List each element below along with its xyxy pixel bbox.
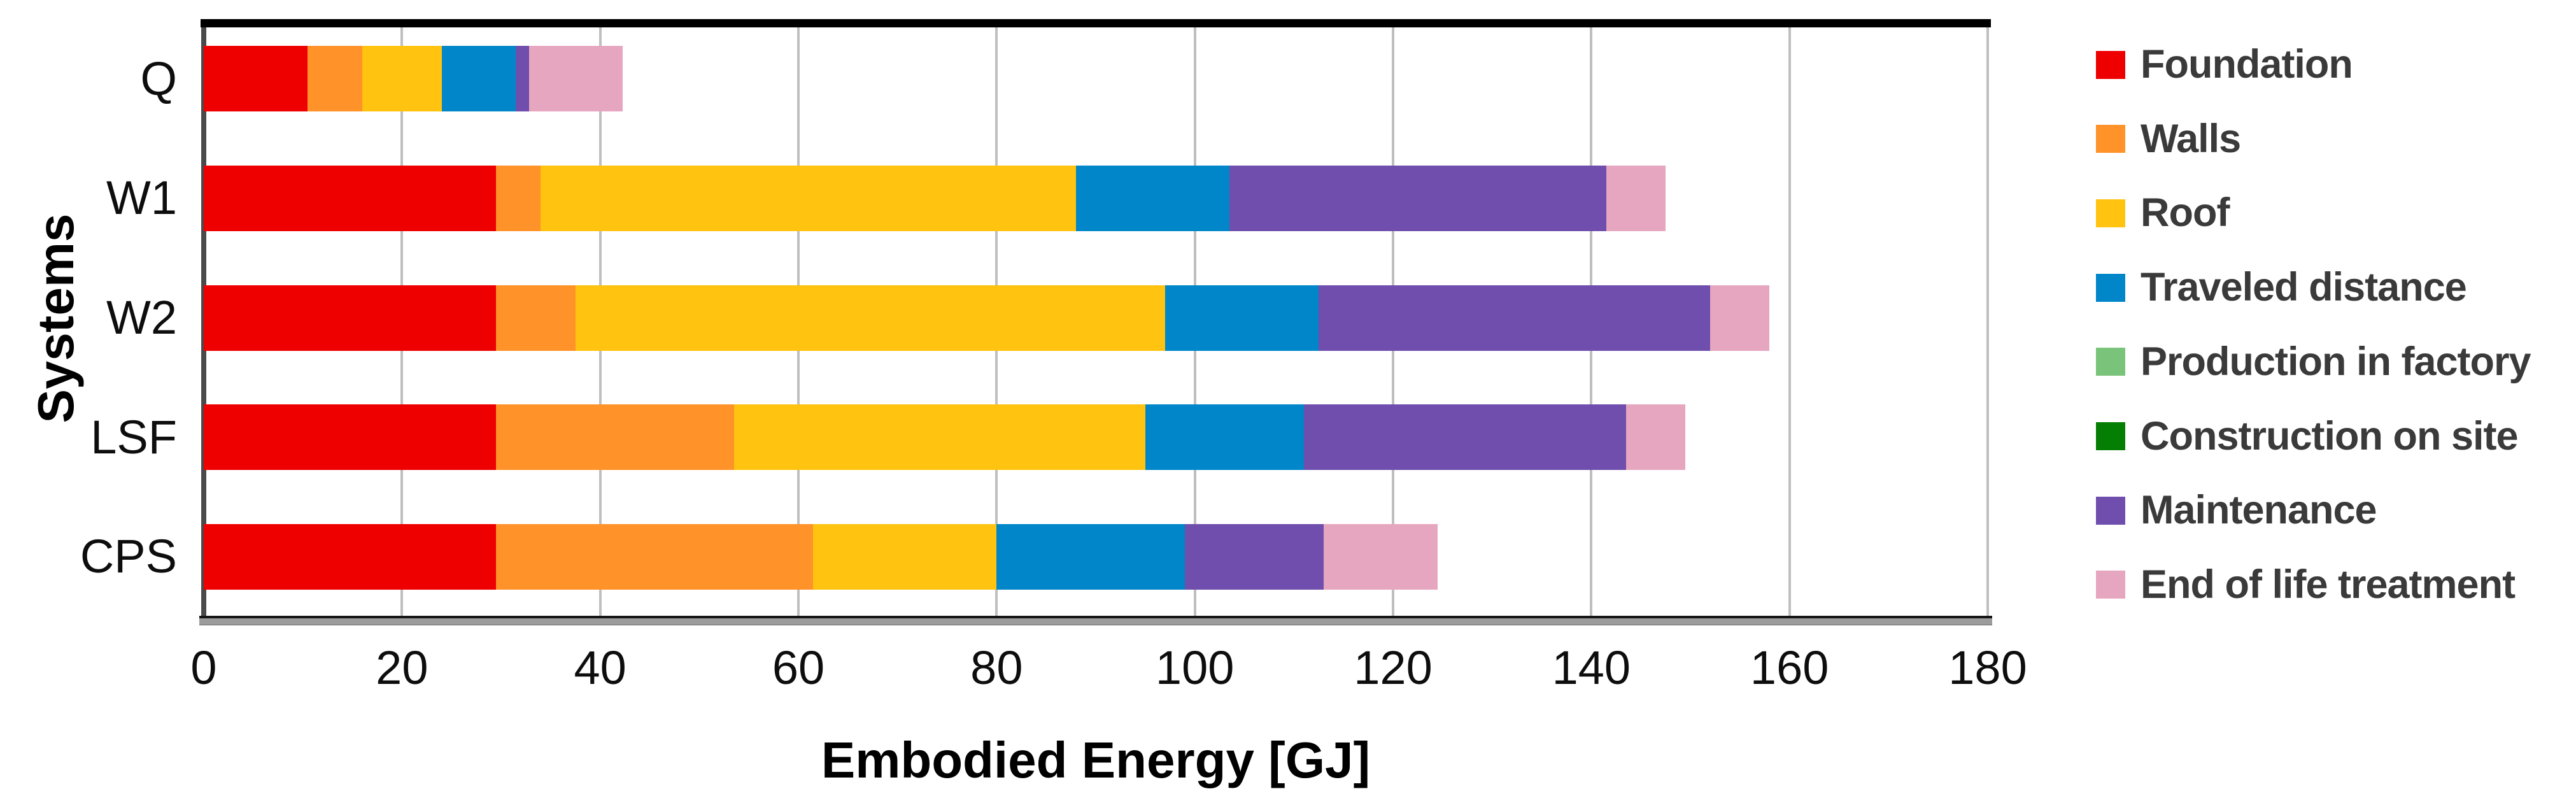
legend-swatch (2096, 199, 2125, 227)
bar-segment-maintenance (1185, 523, 1324, 590)
legend-swatch (2096, 50, 2125, 79)
bar-segment-end-of-life-treatment (1323, 523, 1438, 590)
bar-segment-end-of-life-treatment (1710, 285, 1770, 351)
bar-segment-roof (733, 404, 1145, 471)
bar-segment-end-of-life-treatment (1606, 165, 1666, 231)
bar-row-w2 (204, 285, 1770, 351)
legend-item-traveled-distance: Traveled distance (2096, 267, 2576, 308)
bar-segment-maintenance (1229, 165, 1606, 231)
x-axis-line (199, 616, 1992, 625)
bar-segment-traveled-distance (1075, 165, 1230, 231)
bar-row-cps (204, 523, 1438, 590)
legend-swatch (2096, 496, 2125, 525)
category-axis: Q W1 W2 LSF CPS (0, 19, 177, 616)
legend-label: Production in factory (2141, 339, 2531, 384)
legend-swatch (2096, 348, 2125, 376)
legend-swatch (2096, 273, 2125, 302)
legend-label: Construction on site (2141, 413, 2518, 458)
legend-label: Traveled distance (2141, 265, 2467, 310)
x-tick-label: 140 (1552, 641, 1631, 694)
legend-item-roof: Roof (2096, 193, 2576, 233)
bar-segment-traveled-distance (441, 46, 516, 112)
bar-segment-foundation (204, 165, 497, 231)
legend-item-production-in-factory: Production in factory (2096, 339, 2576, 384)
legend-item-construction-on-site: Construction on site (2096, 416, 2576, 457)
x-tick-label: 180 (1948, 641, 2027, 694)
legend-label: Foundation (2141, 42, 2353, 87)
x-tick-label: 60 (772, 641, 825, 694)
gridline (1788, 25, 1791, 616)
bar-segment-traveled-distance (996, 523, 1185, 590)
bar-row-lsf (204, 404, 1686, 471)
category-label-cps: CPS (80, 530, 177, 583)
bar-segment-end-of-life-treatment (1625, 404, 1686, 471)
legend-label: End of life treatment (2141, 562, 2516, 607)
legend-swatch (2096, 571, 2125, 599)
category-label-w1: W1 (106, 171, 177, 225)
bar-row-w1 (204, 165, 1666, 231)
plot-area (199, 19, 1992, 625)
x-tick-label: 80 (970, 641, 1023, 694)
bar-row-q (204, 46, 623, 112)
bar-segment-walls (308, 46, 363, 112)
x-tick-label: 100 (1155, 641, 1235, 694)
bar-segment-foundation (204, 285, 497, 351)
legend-label: Walls (2141, 116, 2241, 161)
gridline (1986, 25, 1989, 616)
category-label-w2: W2 (106, 291, 177, 344)
bar-segment-traveled-distance (1164, 285, 1319, 351)
bar-segment-maintenance (1303, 404, 1626, 471)
legend-label: Roof (2141, 190, 2230, 236)
bar-segment-foundation (204, 404, 497, 471)
bar-segment-walls (496, 523, 814, 590)
x-tick-label: 20 (376, 641, 428, 694)
bar-segment-walls (496, 165, 541, 231)
bar-segment-walls (496, 404, 734, 471)
bar-segment-end-of-life-treatment (528, 46, 623, 112)
legend: Foundation Walls Roof Traveled distance Prod… (2096, 45, 2576, 605)
legend-swatch (2096, 125, 2125, 153)
x-axis-title: Embodied Energy [GJ] (821, 732, 1371, 788)
legend-item-foundation: Foundation (2096, 45, 2576, 85)
bar-segment-roof (575, 285, 1165, 351)
bar-segment-roof (813, 523, 997, 590)
bars-container (204, 19, 1988, 616)
bar-segment-maintenance (1319, 285, 1711, 351)
bar-segment-roof (362, 46, 442, 112)
category-label-lsf: LSF (90, 410, 177, 464)
bar-segment-foundation (204, 523, 497, 590)
legend-item-maintenance: Maintenance (2096, 490, 2576, 530)
bar-segment-roof (541, 165, 1076, 231)
legend-item-walls: Walls (2096, 116, 2576, 161)
bar-segment-foundation (204, 46, 308, 112)
bar-segment-traveled-distance (1145, 404, 1304, 471)
x-tick-label: 160 (1750, 641, 1829, 694)
legend-item-end-of-life-treatment: End of life treatment (2096, 562, 2576, 607)
x-axis-tick-labels: 0 20 40 60 80 100 120 140 160 180 (190, 641, 2027, 702)
bar-segment-maintenance (516, 46, 529, 112)
x-tick-label: 40 (574, 641, 626, 694)
x-tick-label: 120 (1354, 641, 1433, 694)
legend-label: Maintenance (2141, 488, 2377, 533)
legend-swatch (2096, 422, 2125, 451)
x-tick-label: 0 (190, 641, 217, 694)
bar-segment-walls (496, 285, 576, 351)
category-label-q: Q (140, 52, 177, 105)
plot-top-border (201, 19, 1991, 27)
